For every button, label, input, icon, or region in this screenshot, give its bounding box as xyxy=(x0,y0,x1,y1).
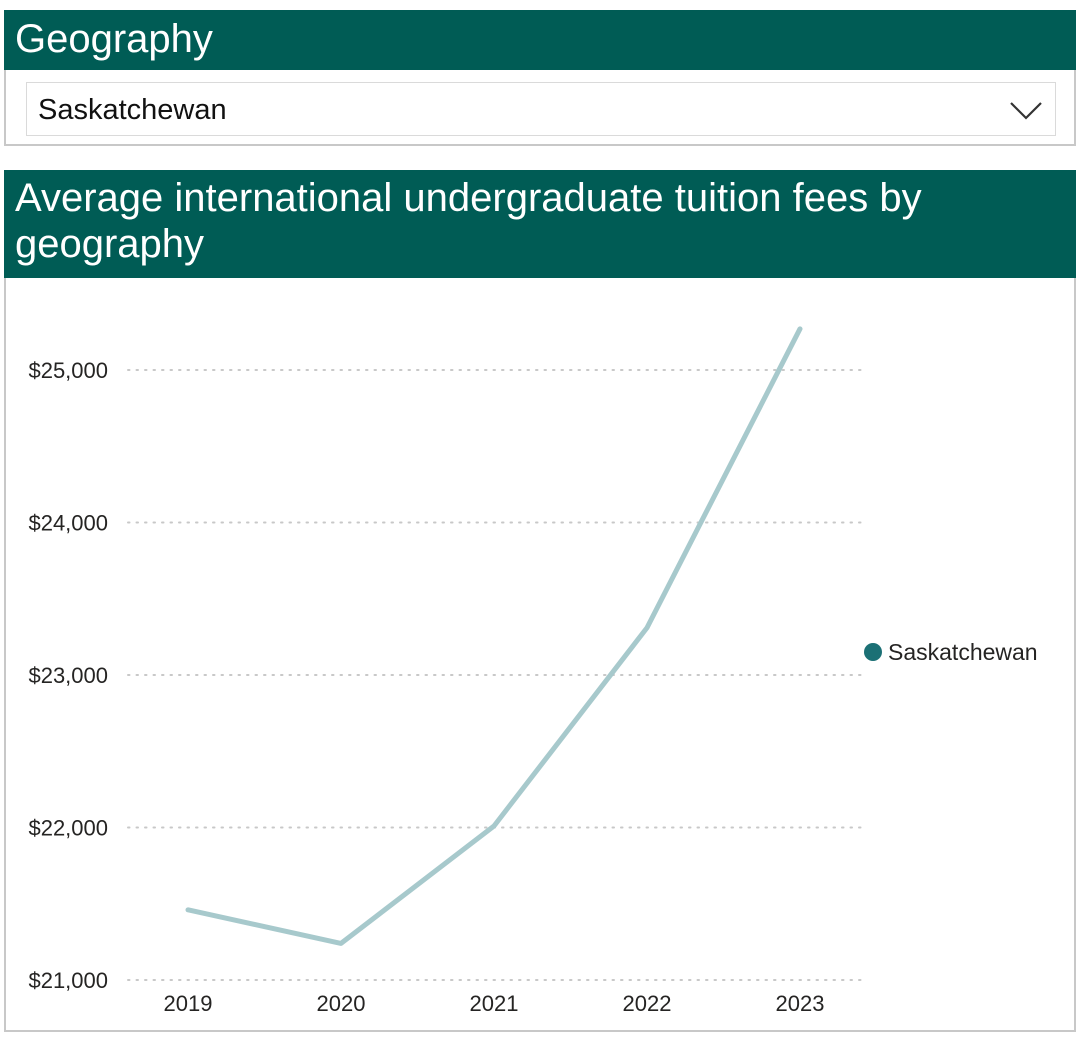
y-tick-label: $23,000 xyxy=(28,663,108,688)
x-tick-label: 2022 xyxy=(623,991,672,1016)
x-tick-label: 2023 xyxy=(776,991,825,1016)
legend-marker xyxy=(864,643,882,661)
geography-dropdown-value: Saskatchewan xyxy=(38,94,227,126)
chevron-down-icon xyxy=(1010,102,1042,120)
series-line-saskatchewan[interactable] xyxy=(185,326,803,946)
geography-filter-title: Geography xyxy=(4,10,1076,70)
legend-label: Saskatchewan xyxy=(888,639,1038,665)
chart-title: Average international undergraduate tuit… xyxy=(4,170,1076,278)
x-axis-tick-labels: 2019 2020 2021 2022 2023 xyxy=(164,991,825,1016)
series-lines xyxy=(185,326,803,946)
x-tick-label: 2021 xyxy=(470,991,519,1016)
legend: Saskatchewan xyxy=(864,639,1038,665)
y-tick-label: $24,000 xyxy=(28,511,108,536)
x-tick-label: 2019 xyxy=(164,991,213,1016)
geography-filter-panel: Geography Saskatchewan xyxy=(4,10,1076,146)
y-tick-label: $21,000 xyxy=(28,968,108,993)
y-tick-label: $22,000 xyxy=(28,816,108,841)
x-tick-label: 2020 xyxy=(317,991,366,1016)
tuition-chart-panel: Average international undergraduate tuit… xyxy=(4,170,1076,1032)
y-axis-tick-labels: $21,000 $22,000 $23,000 $24,000 $25,000 xyxy=(28,358,108,993)
geography-dropdown[interactable]: Saskatchewan xyxy=(26,82,1056,136)
y-tick-label: $25,000 xyxy=(28,358,108,383)
grid-lines xyxy=(127,369,863,981)
